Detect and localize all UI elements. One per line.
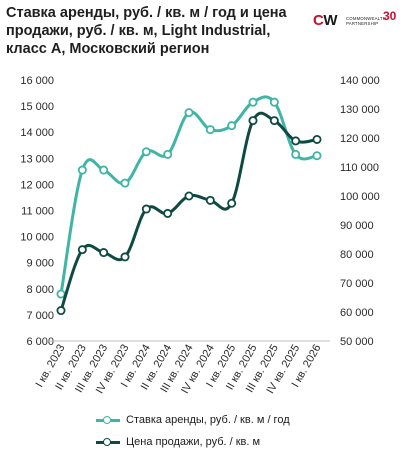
series-1-point bbox=[291, 136, 301, 146]
y-right-tick-label: 80 000 bbox=[340, 249, 374, 261]
logo-text: COMMONWEALTH PARTNERSHIP bbox=[346, 16, 387, 26]
legend-item-price: Цена продажи, руб. / кв. м bbox=[96, 431, 290, 453]
y-left-tick-label: 8 000 bbox=[26, 284, 54, 296]
series-1-point bbox=[269, 116, 279, 126]
series-1-point bbox=[120, 252, 130, 262]
y-left-tick-label: 11 000 bbox=[21, 206, 54, 218]
company-logo: CW COMMONWEALTH PARTNERSHIP 30 bbox=[313, 8, 399, 34]
series-0-point bbox=[99, 165, 109, 175]
y-left-tick-label: 15 000 bbox=[20, 101, 54, 113]
series-1-point bbox=[312, 134, 322, 144]
y-left-tick-label: 9 000 bbox=[26, 258, 54, 270]
series-0-point bbox=[184, 108, 194, 118]
y-left-tick-label: 13 000 bbox=[20, 153, 54, 165]
y-right-tick-label: 140 000 bbox=[340, 75, 380, 87]
series-0-point bbox=[141, 147, 151, 157]
legend-item-rent: Ставка аренды, руб. / кв. м / год bbox=[96, 409, 290, 431]
y-left-tick-label: 12 000 bbox=[20, 179, 54, 191]
series-0-point bbox=[248, 97, 258, 107]
legend-label-rent: Ставка аренды, руб. / кв. м / год bbox=[126, 414, 290, 426]
series-0-point bbox=[56, 289, 66, 299]
series-1-point bbox=[99, 248, 109, 258]
series-1-point bbox=[227, 198, 237, 208]
series-1-point bbox=[184, 191, 194, 201]
series-0-point bbox=[205, 125, 215, 135]
series-0-point bbox=[312, 151, 322, 161]
y-right-tick-label: 100 000 bbox=[340, 191, 380, 203]
chart-title: Ставка аренды, руб. / кв. м / год и цена… bbox=[6, 5, 287, 57]
y-right-tick-label: 110 000 bbox=[340, 162, 379, 174]
y-left-tick-label: 10 000 bbox=[20, 232, 54, 244]
series-1-point bbox=[141, 204, 151, 214]
y-right-tick-label: 50 000 bbox=[340, 336, 374, 348]
y-right-tick-label: 120 000 bbox=[340, 133, 380, 145]
y-right-tick-label: 90 000 bbox=[340, 220, 374, 232]
y-right-tick-label: 130 000 bbox=[340, 104, 380, 116]
series-0-point bbox=[291, 149, 301, 159]
series-1-point bbox=[205, 195, 215, 205]
logo-anniversary: 30 bbox=[383, 9, 397, 23]
series-0-point bbox=[120, 178, 130, 188]
y-right-tick-label: 60 000 bbox=[340, 307, 374, 319]
y-left-tick-label: 7 000 bbox=[26, 310, 54, 322]
series-0-point bbox=[163, 149, 173, 159]
series-0-point bbox=[227, 121, 237, 131]
legend-label-price: Цена продажи, руб. / кв. м bbox=[126, 436, 261, 448]
y-left-tick-label: 16 000 bbox=[20, 75, 54, 87]
logo-mark: CW bbox=[313, 12, 338, 29]
series-0-point bbox=[269, 97, 279, 107]
y-left-tick-label: 6 000 bbox=[26, 336, 54, 348]
series-1-point bbox=[248, 116, 258, 126]
legend-swatch-price bbox=[96, 437, 120, 446]
legend: Ставка аренды, руб. / кв. м / год Цена п… bbox=[96, 409, 290, 453]
series-1-point bbox=[56, 306, 66, 316]
series-line-1 bbox=[59, 111, 318, 312]
y-right-tick-label: 70 000 bbox=[340, 278, 374, 290]
series-1-point bbox=[163, 208, 173, 218]
series-1-point bbox=[77, 245, 87, 255]
y-left-tick-label: 14 000 bbox=[20, 127, 54, 139]
legend-swatch-rent bbox=[96, 415, 120, 424]
series-0-point bbox=[77, 165, 87, 175]
